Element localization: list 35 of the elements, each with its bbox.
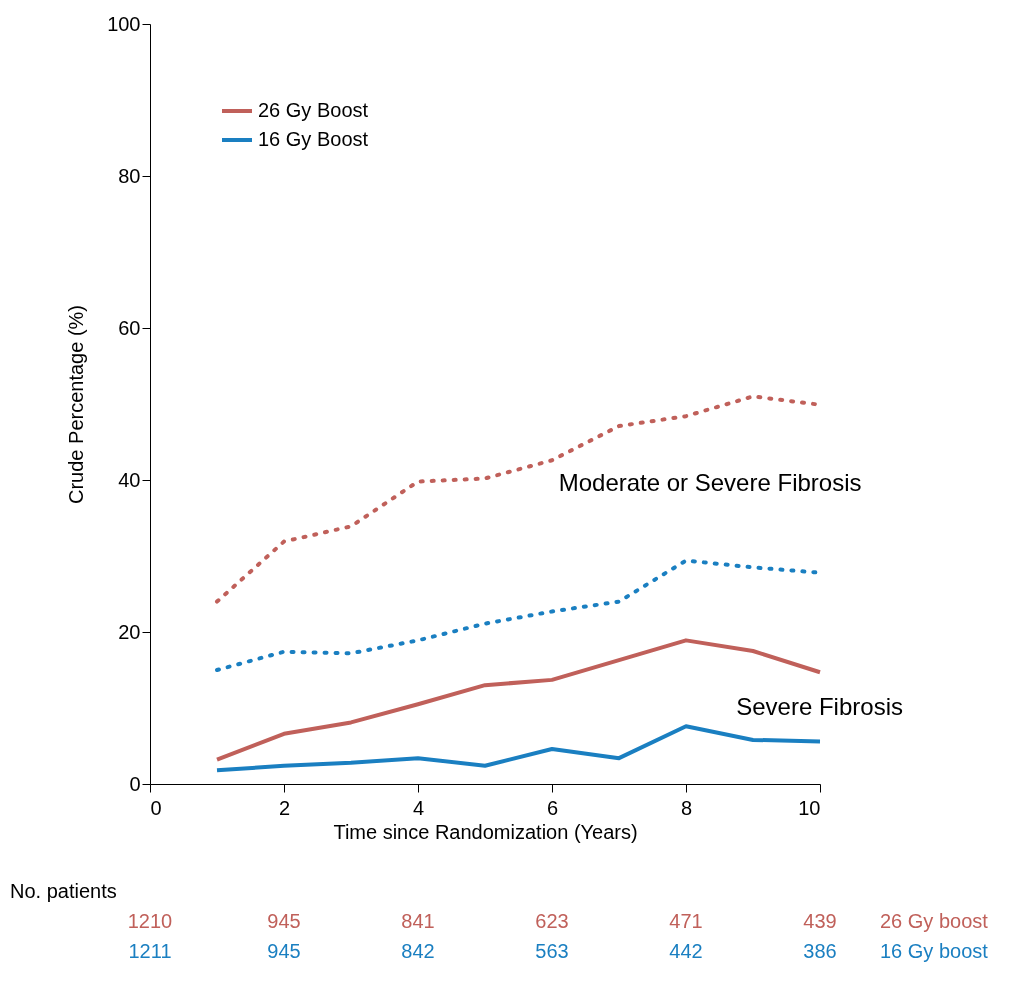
x-tick-label: 10 — [798, 796, 821, 819]
text: 26 Gy boost — [880, 910, 989, 932]
text: 842 — [401, 940, 435, 962]
y-tick-label: 80 — [118, 164, 141, 187]
y-axis-title: Crude Percentage (%) — [65, 305, 88, 504]
y-tick-label: 0 — [129, 772, 141, 795]
x-tick-label: 2 — [278, 796, 291, 819]
x-tick-label: 4 — [412, 796, 425, 819]
line-series — [215, 724, 822, 773]
x-tick-label: 6 — [546, 796, 559, 819]
text: 563 — [535, 940, 569, 962]
text: 16 Gy boost — [880, 940, 989, 962]
y-tick-label: 40 — [118, 468, 141, 491]
line-series — [215, 638, 822, 762]
text: 841 — [401, 910, 435, 932]
y-tick-label: 20 — [118, 620, 141, 643]
legend-label: 26 Gy Boost — [258, 99, 369, 121]
text: 945 — [267, 940, 301, 962]
annotation: Moderate or Severe Fibrosis — [558, 468, 862, 496]
text: 945 — [267, 910, 301, 932]
text: 623 — [535, 910, 569, 932]
x-axis-title: Time since Randomization (Years) — [333, 820, 638, 843]
legend-label: 16 Gy Boost — [258, 128, 369, 150]
x-tick-label: 0 — [150, 796, 162, 819]
annotation: Severe Fibrosis — [736, 693, 903, 720]
y-tick-label: 100 — [107, 12, 141, 35]
text: No. patients — [10, 880, 117, 902]
text: 1210 — [127, 910, 173, 932]
text: 1211 — [128, 940, 172, 962]
y-tick-label: 60 — [118, 316, 141, 339]
x-tick-label: 8 — [680, 796, 693, 819]
text: 471 — [669, 910, 703, 932]
text: 386 — [803, 940, 837, 962]
text: 439 — [803, 910, 837, 932]
text: 442 — [669, 940, 703, 962]
